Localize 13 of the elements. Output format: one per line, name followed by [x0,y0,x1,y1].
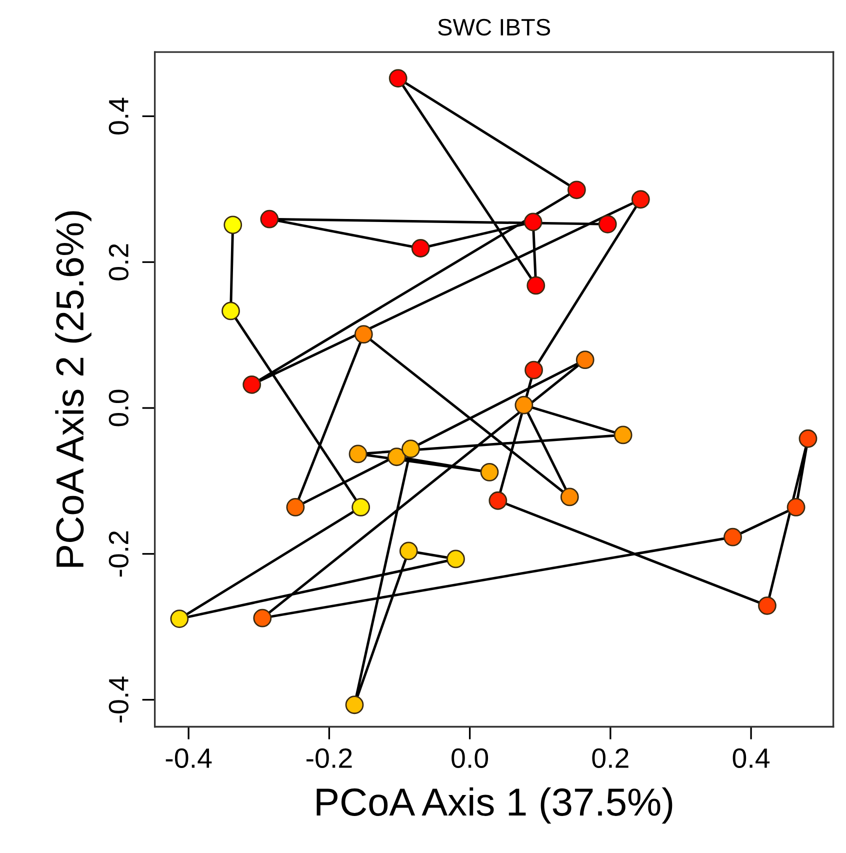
x-axis-title: PCoA Axis 1 (37.5%) [316,787,672,824]
y-tick-label: -0.2 [108,531,128,577]
x-tick-label: -0.4 [166,748,212,768]
chart-title: SWC IBTS [438,18,550,36]
y-tick-label: 0.2 [108,244,128,280]
x-tick-label: -0.2 [306,748,352,768]
y-tick-label: 0.4 [108,98,128,134]
x-tick-label: 0.4 [732,748,770,768]
y-tick-label: 0.0 [108,390,128,426]
y-axis-title: PCoA Axis 2 (25.6%) [55,211,92,567]
y-tick-label: -0.4 [108,676,128,722]
x-tick-label: 0.2 [592,748,628,768]
x-tick-label: 0.0 [452,748,488,768]
